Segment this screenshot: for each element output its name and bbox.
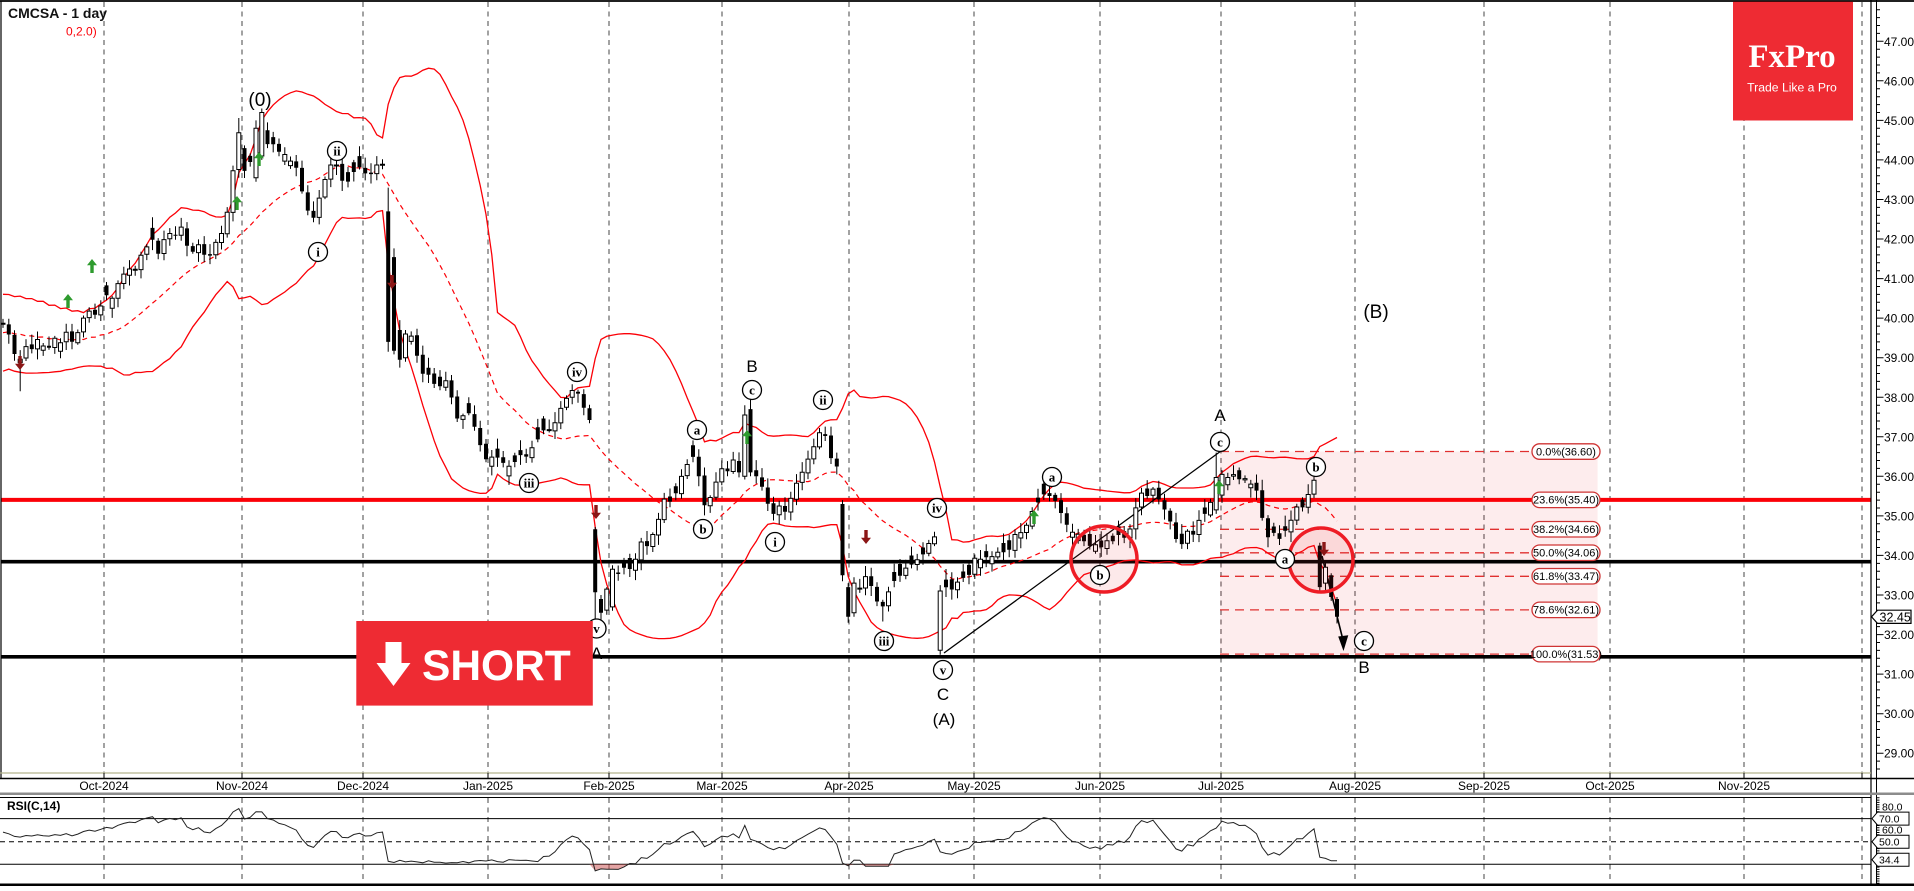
svg-text:ii: ii bbox=[819, 393, 827, 408]
svg-text:34.00: 34.00 bbox=[1884, 549, 1914, 563]
svg-text:50.0: 50.0 bbox=[1879, 836, 1900, 848]
svg-text:43.00: 43.00 bbox=[1884, 193, 1914, 207]
svg-text:Aug-2025: Aug-2025 bbox=[1329, 779, 1381, 793]
svg-text:78.6%(32.61): 78.6%(32.61) bbox=[1533, 605, 1599, 617]
svg-text:iv: iv bbox=[932, 501, 943, 516]
svg-text:29.00: 29.00 bbox=[1884, 747, 1914, 761]
svg-text:Oct-2025: Oct-2025 bbox=[1585, 779, 1635, 793]
svg-text:CMCSA - 1 day: CMCSA - 1 day bbox=[8, 5, 107, 21]
svg-text:32.45: 32.45 bbox=[1880, 610, 1911, 624]
svg-text:ii: ii bbox=[333, 144, 341, 159]
svg-text:Sep-2025: Sep-2025 bbox=[1458, 779, 1510, 793]
svg-text:a: a bbox=[1049, 470, 1056, 485]
svg-text:b: b bbox=[1312, 460, 1319, 475]
svg-text:May-2025: May-2025 bbox=[947, 779, 1001, 793]
svg-text:a: a bbox=[1282, 552, 1289, 567]
svg-text:c: c bbox=[749, 383, 755, 398]
svg-text:32.00: 32.00 bbox=[1884, 628, 1914, 642]
svg-text:23.6%(35.40): 23.6%(35.40) bbox=[1533, 495, 1599, 507]
svg-text:0.0%(36.60): 0.0%(36.60) bbox=[1536, 446, 1596, 458]
svg-text:A: A bbox=[1214, 406, 1226, 425]
svg-text:Trade Like a Pro: Trade Like a Pro bbox=[1747, 81, 1837, 95]
svg-text:61.8%(33.47): 61.8%(33.47) bbox=[1533, 571, 1599, 583]
svg-text:Nov-2025: Nov-2025 bbox=[1718, 779, 1770, 793]
svg-text:C: C bbox=[937, 685, 949, 704]
svg-text:80.0: 80.0 bbox=[1882, 802, 1903, 814]
svg-text:37.00: 37.00 bbox=[1884, 430, 1914, 444]
svg-text:RSI(C,14): RSI(C,14) bbox=[7, 799, 60, 813]
svg-text:i: i bbox=[773, 535, 777, 550]
svg-text:i: i bbox=[316, 245, 320, 260]
svg-text:Mar-2025: Mar-2025 bbox=[696, 779, 748, 793]
svg-text:Nov-2024: Nov-2024 bbox=[216, 779, 268, 793]
svg-text:0,2.0): 0,2.0) bbox=[66, 25, 97, 39]
svg-text:46.00: 46.00 bbox=[1884, 74, 1914, 88]
svg-text:35.00: 35.00 bbox=[1884, 509, 1914, 523]
svg-text:38.00: 38.00 bbox=[1884, 391, 1914, 405]
svg-text:100.0%(31.53): 100.0%(31.53) bbox=[1530, 649, 1602, 661]
svg-text:Feb-2025: Feb-2025 bbox=[583, 779, 635, 793]
svg-text:30.00: 30.00 bbox=[1884, 707, 1914, 721]
svg-text:Jan-2025: Jan-2025 bbox=[463, 779, 513, 793]
svg-text:33.00: 33.00 bbox=[1884, 589, 1914, 603]
svg-text:SHORT: SHORT bbox=[422, 643, 571, 690]
svg-text:iii: iii bbox=[524, 476, 535, 491]
svg-text:b: b bbox=[1096, 568, 1103, 583]
svg-text:34.4: 34.4 bbox=[1879, 854, 1900, 866]
svg-text:v: v bbox=[593, 621, 600, 636]
svg-text:v: v bbox=[940, 663, 947, 678]
svg-text:c: c bbox=[1361, 634, 1367, 649]
svg-text:36.00: 36.00 bbox=[1884, 470, 1914, 484]
svg-text:42.00: 42.00 bbox=[1884, 233, 1914, 247]
svg-text:b: b bbox=[699, 522, 706, 537]
svg-text:Jul-2025: Jul-2025 bbox=[1198, 779, 1244, 793]
svg-text:38.2%(34.66): 38.2%(34.66) bbox=[1533, 524, 1599, 536]
svg-text:Apr-2025: Apr-2025 bbox=[824, 779, 874, 793]
svg-text:40.00: 40.00 bbox=[1884, 312, 1914, 326]
svg-text:70.0: 70.0 bbox=[1879, 813, 1900, 825]
svg-text:iv: iv bbox=[572, 365, 583, 380]
svg-text:(0): (0) bbox=[248, 90, 271, 111]
svg-text:41.00: 41.00 bbox=[1884, 272, 1914, 286]
svg-text:FxPro: FxPro bbox=[1748, 39, 1835, 75]
svg-text:Oct-2024: Oct-2024 bbox=[79, 779, 129, 793]
svg-text:B: B bbox=[746, 357, 757, 376]
svg-text:(A): (A) bbox=[933, 710, 956, 729]
svg-text:B: B bbox=[1358, 658, 1369, 677]
svg-text:Dec-2024: Dec-2024 bbox=[337, 779, 389, 793]
svg-text:Jun-2025: Jun-2025 bbox=[1075, 779, 1125, 793]
svg-text:31.00: 31.00 bbox=[1884, 668, 1914, 682]
svg-text:50.0%(34.06): 50.0%(34.06) bbox=[1533, 548, 1599, 560]
svg-text:44.00: 44.00 bbox=[1884, 153, 1914, 167]
svg-text:47.00: 47.00 bbox=[1884, 35, 1914, 49]
svg-text:45.00: 45.00 bbox=[1884, 114, 1914, 128]
svg-text:a: a bbox=[694, 423, 701, 438]
svg-text:60.0: 60.0 bbox=[1882, 825, 1903, 837]
svg-text:39.00: 39.00 bbox=[1884, 351, 1914, 365]
svg-text:(B): (B) bbox=[1363, 302, 1388, 323]
svg-text:iii: iii bbox=[879, 634, 890, 649]
svg-text:A: A bbox=[591, 644, 603, 663]
svg-text:c: c bbox=[1217, 435, 1223, 450]
